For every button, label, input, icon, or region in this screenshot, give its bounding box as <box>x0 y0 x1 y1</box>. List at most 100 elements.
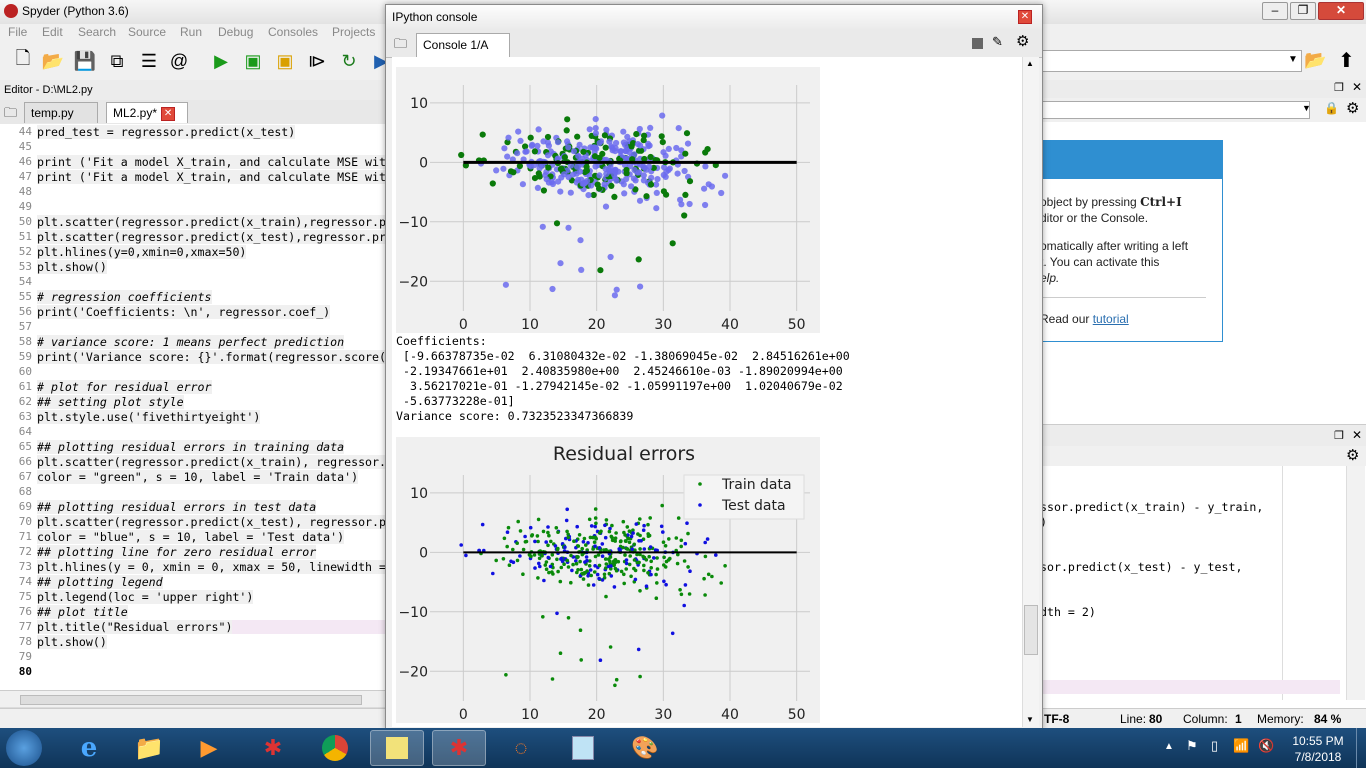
test-data-point <box>593 524 597 529</box>
save-icon[interactable]: 💾 <box>73 50 97 71</box>
maximize-button[interactable]: ❐ <box>1290 2 1316 20</box>
chevron-down-icon[interactable]: ▼ <box>1302 103 1311 113</box>
parent-dir-icon[interactable]: ⬆ <box>1338 50 1355 72</box>
paint-icon[interactable]: 🎨 <box>631 735 659 760</box>
line-number: 62 <box>18 395 32 408</box>
spyder-task-icon[interactable]: ✱ <box>263 735 283 760</box>
close-tab-icon[interactable]: ✕ <box>161 106 176 121</box>
spyder-window-icon[interactable]: ✱ <box>432 730 486 766</box>
gear-icon[interactable]: ⚙ <box>1346 447 1360 464</box>
volume-icon[interactable]: 🔇 <box>1258 738 1275 753</box>
browse-tabs-icon[interactable]: 🗀 <box>4 105 18 120</box>
train-data-point <box>518 529 523 533</box>
gear-icon[interactable]: ⚙ <box>1346 100 1360 117</box>
media-player-icon[interactable]: ▶ <box>200 735 218 760</box>
file-explorer-icon[interactable]: 📁 <box>134 734 164 762</box>
clock-date[interactable]: 7/8/2018 <box>1294 750 1342 764</box>
chevron-down-icon[interactable]: ▼ <box>1288 54 1298 65</box>
at-icon[interactable]: @ <box>169 50 189 71</box>
code-line: plt.show() <box>37 635 107 649</box>
train-data-point <box>557 188 564 195</box>
y-tick-label: −20 <box>398 274 428 290</box>
editor-horizontal-scrollbar[interactable] <box>0 690 385 707</box>
internet-explorer-icon[interactable]: e <box>80 733 98 763</box>
train-data-point <box>587 564 592 568</box>
run-icon[interactable]: ▶ <box>214 50 228 71</box>
train-data-point <box>558 579 563 584</box>
save-all-icon[interactable]: ⧉ <box>110 50 124 71</box>
run-selection-icon[interactable]: ⧐ <box>308 50 326 71</box>
train-data-point <box>536 539 540 544</box>
close-pane-icon[interactable]: ✕ <box>1352 80 1363 94</box>
menu-file[interactable]: File <box>8 25 28 39</box>
train-data-point <box>684 140 692 147</box>
sticky-notes-icon[interactable] <box>370 730 424 766</box>
test-data-point <box>538 564 542 569</box>
minimize-button[interactable]: – <box>1262 2 1288 20</box>
gear-icon[interactable]: ⚙ <box>1016 33 1030 50</box>
scroll-up-icon[interactable]: ▲ <box>1026 59 1034 68</box>
scroll-thumb[interactable] <box>1024 605 1038 655</box>
menu-source[interactable]: Source <box>128 25 167 39</box>
undock-icon[interactable]: ❐ <box>1334 82 1344 94</box>
jupyter-icon[interactable]: ◌ <box>514 735 528 760</box>
menu-search[interactable]: Search <box>78 25 117 39</box>
network-icon[interactable]: 📶 <box>1233 738 1250 753</box>
browse-tabs-icon[interactable]: 🗀 <box>394 36 408 51</box>
run-cell-icon[interactable]: ▣ <box>244 50 262 71</box>
clock-time[interactable]: 10:55 PM <box>1292 734 1344 748</box>
train-data-point <box>653 181 660 188</box>
close-button[interactable]: ✕ <box>1318 2 1364 20</box>
menu-run[interactable]: Run <box>180 25 203 39</box>
show-desktop-button[interactable] <box>1356 728 1366 768</box>
code-editor[interactable]: 44 pred_test = regressor.predict(x_test) 4… <box>0 124 385 690</box>
test-data-point <box>544 133 552 141</box>
history-line: ssor.predict(x_train) - y_train, <box>1040 500 1264 514</box>
console-vertical-scrollbar[interactable]: ▲ ▼ <box>1022 57 1039 727</box>
tab-label: temp.py <box>31 106 74 120</box>
train-data-point <box>674 170 681 177</box>
tab-console-1a[interactable]: Console 1/A✕ <box>416 33 510 76</box>
notepad-icon[interactable] <box>556 730 610 766</box>
battery-icon[interactable]: ▯ <box>1211 738 1219 753</box>
lock-icon[interactable]: 🔒 <box>1324 101 1339 115</box>
rerun-icon[interactable]: ↻ <box>341 50 357 71</box>
scroll-thumb[interactable] <box>20 695 362 705</box>
working-directory-combo[interactable] <box>1040 50 1302 72</box>
show-hidden-icons-icon[interactable]: ▲ <box>1164 741 1174 752</box>
train-data-point <box>706 572 711 577</box>
new-file-icon[interactable]: 🗋 <box>15 48 31 68</box>
list-icon[interactable]: ☰ <box>140 50 158 71</box>
chrome-icon[interactable] <box>308 730 362 766</box>
tab-temp-py[interactable]: temp.py✕ <box>24 102 98 141</box>
tab-ml2-py[interactable]: ML2.py* ✕ <box>106 102 188 123</box>
scroll-down-icon[interactable]: ▼ <box>1026 715 1034 724</box>
tutorial-link[interactable]: tutorial <box>1092 312 1129 326</box>
open-folder-icon[interactable]: 📂 <box>41 50 65 71</box>
eraser-icon[interactable]: ✎ <box>992 34 1003 49</box>
test-data-point <box>598 658 603 662</box>
flag-icon[interactable]: ⚑ <box>1186 738 1198 753</box>
menu-consoles[interactable]: Consoles <box>268 25 319 39</box>
close-pane-icon[interactable]: ✕ <box>1352 428 1363 442</box>
train-data-point <box>722 172 729 179</box>
menu-debug[interactable]: Debug <box>218 25 254 39</box>
history-vertical-scrollbar[interactable] <box>1346 466 1365 700</box>
run-cell-advance-icon[interactable]: ▣ <box>276 50 294 71</box>
menu-edit[interactable]: Edit <box>42 25 63 39</box>
menu-projects[interactable]: Projects <box>332 25 376 39</box>
history-log[interactable]: ssor.predict(x_train) - y_train, ) sor.p… <box>1040 466 1366 708</box>
browse-folder-icon[interactable]: 📂 <box>1304 50 1327 70</box>
test-data-point <box>523 534 527 539</box>
close-icon[interactable]: ✕ <box>1018 10 1032 24</box>
train-data-point <box>719 581 723 585</box>
undock-icon[interactable]: ❐ <box>1334 430 1344 442</box>
line-number: 71 <box>18 530 32 543</box>
help-object-combo[interactable] <box>1040 101 1310 119</box>
train-data-point <box>654 176 661 183</box>
start-button[interactable] <box>6 730 42 766</box>
console-output[interactable]: 0 10 20 30 40 50 10 0 −10 −20 Coefficients: [-9.6… <box>392 57 1022 727</box>
debug-icon[interactable]: ▶ <box>374 50 388 71</box>
train-data-point <box>588 559 592 563</box>
stop-icon[interactable] <box>972 38 983 49</box>
